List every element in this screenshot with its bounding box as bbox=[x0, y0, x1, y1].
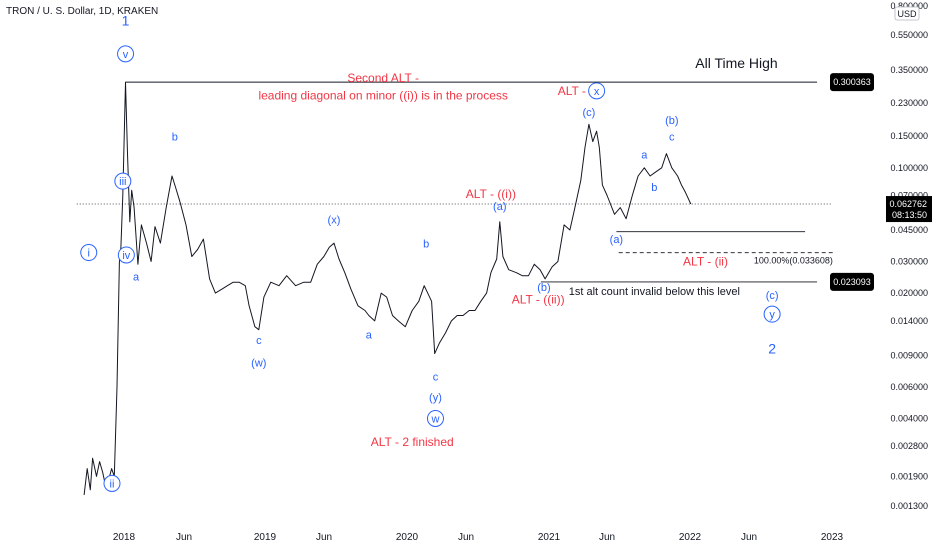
y-tick-label: 0.001300 bbox=[890, 501, 928, 511]
wave-label: iv bbox=[122, 250, 130, 262]
price-line bbox=[83, 81, 692, 495]
y-tick-label: 0.020000 bbox=[890, 288, 928, 298]
price-level-box bbox=[830, 73, 874, 92]
wave-label: (b) bbox=[665, 115, 678, 127]
wave-circle bbox=[80, 244, 98, 262]
y-tick-label: 0.800000 bbox=[890, 1, 928, 11]
horizontal-lines: 100.00%(0.033608) bbox=[76, 81, 835, 283]
wave-label: b bbox=[423, 238, 429, 250]
annotation: ALT - (ii) bbox=[683, 255, 728, 269]
wave-label: w bbox=[430, 413, 439, 425]
wave-label: ii bbox=[110, 478, 115, 490]
annotation: leading diagonal on minor ((i)) is in th… bbox=[258, 89, 507, 103]
y-tick-label: 0.045000 bbox=[890, 225, 928, 235]
y-tick-label: 0.004000 bbox=[890, 413, 928, 423]
annotation: 1st alt count invalid below this level bbox=[569, 286, 740, 298]
wave-circle bbox=[117, 45, 135, 63]
wave-label: a bbox=[641, 149, 648, 161]
x-tick-label: Jun bbox=[741, 532, 757, 543]
y-tick-label: 0.006000 bbox=[890, 382, 928, 392]
wave-circle bbox=[103, 474, 121, 492]
wave-label: (b) bbox=[537, 282, 550, 294]
x-tick-label: 2021 bbox=[538, 532, 561, 543]
wave-circle bbox=[117, 246, 135, 264]
wave-label: i bbox=[88, 248, 90, 260]
wave-label: (y) bbox=[429, 392, 442, 404]
fib-level-label: 100.00%(0.033608) bbox=[754, 256, 833, 266]
chart-title: TRON / U. S. Dollar, 1D, KRAKEN bbox=[6, 6, 159, 17]
y-tick-label: 0.550000 bbox=[890, 30, 928, 40]
wave-circle bbox=[426, 409, 444, 427]
wave-label: c bbox=[669, 131, 675, 143]
price-layer bbox=[83, 81, 692, 495]
y-tick-label: 0.030000 bbox=[890, 257, 928, 267]
x-tick-label: 2019 bbox=[254, 532, 277, 543]
wave-circle bbox=[114, 172, 132, 190]
x-tick-label: 2022 bbox=[679, 532, 702, 543]
current-price-box bbox=[886, 196, 932, 223]
wave-label: 1 bbox=[122, 13, 130, 29]
wave-labels-layer: 1viiiiviiiabc(w)(x)abc(y)w(a)(b)x(c)(a)a… bbox=[80, 13, 781, 492]
wave-label: v bbox=[123, 49, 129, 61]
wave-label: (c) bbox=[766, 290, 779, 302]
currency-box[interactable] bbox=[894, 6, 920, 21]
y-tick-label: 0.014000 bbox=[890, 316, 928, 326]
wave-label: b bbox=[172, 131, 178, 143]
x-axis[interactable]: 2018 Jun 2019 Jun 2020 Jun 2021 Jun 2022 Jun 2023 bbox=[113, 532, 844, 543]
y-tick-label: 0.001900 bbox=[890, 471, 928, 481]
x-tick-label: Jun bbox=[176, 532, 192, 543]
y-tick-label: 0.150000 bbox=[890, 131, 928, 141]
y-tick-label: 0.230000 bbox=[890, 98, 928, 108]
annotation: Second ALT - bbox=[347, 71, 419, 85]
wave-circle bbox=[588, 82, 606, 100]
y-tick-label: 0.009000 bbox=[890, 350, 928, 360]
annotation: All Time High bbox=[695, 55, 777, 71]
wave-label: x bbox=[594, 86, 600, 98]
x-tick-label: 2020 bbox=[396, 532, 419, 543]
annotation: ALT - ((i)) bbox=[466, 187, 516, 201]
x-tick-label: Jun bbox=[599, 532, 615, 543]
x-tick-label: Jun bbox=[458, 532, 474, 543]
price-level-box bbox=[830, 272, 874, 291]
wave-label: (c) bbox=[582, 107, 595, 119]
price-level-label: 0.300363 bbox=[833, 77, 871, 87]
wave-label: 2 bbox=[768, 341, 776, 357]
wave-label: a bbox=[366, 329, 373, 341]
wave-label: (a) bbox=[493, 201, 506, 213]
y-tick-label: 0.350000 bbox=[890, 65, 928, 75]
wave-circle bbox=[763, 305, 781, 323]
wave-label: c bbox=[433, 372, 439, 384]
wave-label: b bbox=[651, 182, 657, 194]
wave-label: (x) bbox=[328, 214, 341, 226]
x-tick-label: 2023 bbox=[821, 532, 844, 543]
y-tick-label: 0.002800 bbox=[890, 441, 928, 451]
current-price-label: 0.062762 bbox=[889, 199, 927, 209]
annotation: ALT - 2 finished bbox=[371, 435, 454, 449]
wave-label: iii bbox=[119, 176, 126, 188]
wave-label: (w) bbox=[251, 357, 266, 369]
wave-label: c bbox=[256, 335, 262, 347]
y-axis[interactable]: 0.800000 0.550000 0.350000 0.230000 0.150000… bbox=[890, 1, 928, 511]
currency-label: USD bbox=[897, 9, 917, 19]
wave-label: (a) bbox=[610, 234, 623, 246]
x-tick-label: Jun bbox=[316, 532, 332, 543]
x-tick-label: 2018 bbox=[113, 532, 136, 543]
countdown-label: 08:13:50 bbox=[892, 210, 927, 220]
wave-label: y bbox=[769, 309, 775, 321]
y-tick-label: 0.100000 bbox=[890, 163, 928, 173]
price-level-label: 0.023093 bbox=[833, 277, 871, 287]
wave-label: a bbox=[133, 272, 140, 284]
y-tick-label: 0.070000 bbox=[890, 191, 928, 201]
annotation: ALT - ((ii)) bbox=[512, 293, 565, 307]
